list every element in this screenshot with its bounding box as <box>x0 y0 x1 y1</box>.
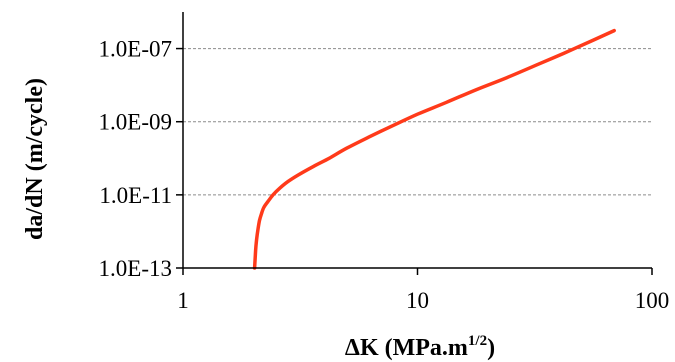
x-axis-title-superscript: 1/2 <box>468 333 487 349</box>
x-axis-title-main: ΔK (MPa.m <box>345 335 468 361</box>
y-tick-label: 1.0E-11 <box>99 183 172 208</box>
x-tick-label: 10 <box>406 288 429 313</box>
y-tick-label: 1.0E-13 <box>99 256 172 281</box>
y-tick-label: 1.0E-07 <box>99 37 172 62</box>
axis-ticks <box>176 49 652 275</box>
y-axis-title: da/dN (m/cycle) <box>22 78 48 240</box>
x-tick-label: 100 <box>635 288 670 313</box>
gridlines <box>183 49 652 195</box>
tick-labels: 1.0E-13 1.0E-11 1.0E-09 1.0E-07 1 10 100 <box>99 37 670 313</box>
x-axis-title: ΔK (MPa.m1/2) <box>345 333 495 361</box>
x-axis-title-end: ) <box>487 335 495 361</box>
y-tick-label: 1.0E-09 <box>99 110 172 135</box>
x-tick-label: 1 <box>177 288 189 313</box>
series-line <box>255 31 615 268</box>
